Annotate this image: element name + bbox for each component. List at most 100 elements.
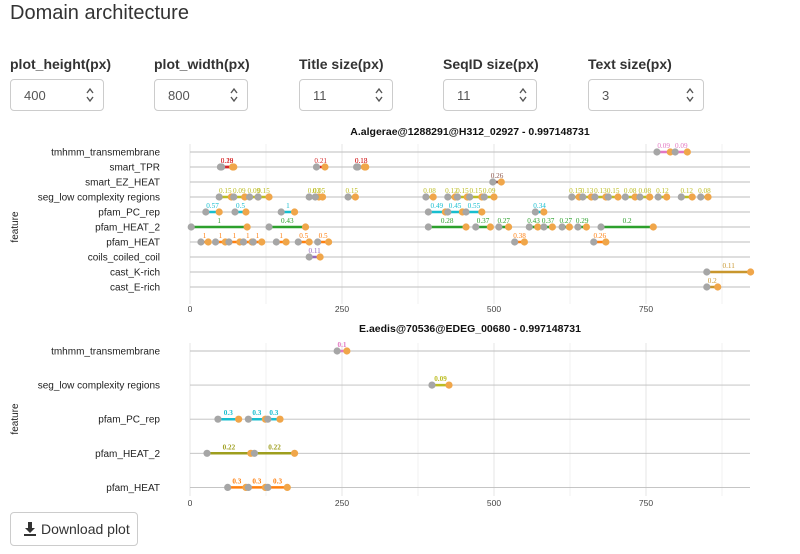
text-size-label: Text size(px) <box>588 56 672 72</box>
domain-start-point <box>453 193 462 201</box>
domain-score-label: 1 <box>219 232 223 240</box>
x-tick-label: 500 <box>487 304 501 314</box>
domain-start-point <box>214 415 222 423</box>
domain-start-point <box>203 449 211 457</box>
domain-score-label: 0.09 <box>248 187 261 195</box>
domain-start-point <box>202 208 210 216</box>
domain-end-point <box>714 283 722 291</box>
domain-score-label: 0.21 <box>314 157 327 165</box>
domain-score-label: 0.09 <box>233 187 246 195</box>
domain-end-point <box>548 223 556 231</box>
y-tick-label: pfam_PC_rep <box>98 208 160 219</box>
domain-score-label: 0.08 <box>423 187 436 195</box>
title-size-value: 11 <box>313 88 327 103</box>
domain-end-point <box>282 238 290 246</box>
domain-end-point <box>462 223 470 231</box>
domain-score-label: 0.5 <box>299 232 308 240</box>
domain-start-point <box>568 193 576 201</box>
spinner-arrows-icon[interactable] <box>518 85 528 105</box>
domain-start-point <box>305 193 313 201</box>
domain-start-point <box>344 193 352 201</box>
domain-end-point <box>258 238 266 246</box>
domain-end-point <box>360 163 369 171</box>
domain-score-label: 0.1 <box>338 341 347 349</box>
seqid-size-input[interactable]: 11 <box>443 79 537 111</box>
x-tick-label: 250 <box>335 498 349 508</box>
plot-height-control: plot_height(px) 400 <box>10 56 111 111</box>
domain-score-label: 0.43 <box>527 217 540 225</box>
plot-width-value: 800 <box>168 88 190 103</box>
domain-score-label: 1 <box>233 232 237 240</box>
domain-start-point <box>489 178 497 186</box>
domain-score-label: 0.03 <box>308 187 321 195</box>
domain-start-point <box>277 208 285 216</box>
spinner-arrows-icon[interactable] <box>229 85 239 105</box>
domain-start-point <box>264 415 272 423</box>
plot-width-label: plot_width(px) <box>154 56 250 72</box>
domain-score-label: 0.15 <box>569 187 582 195</box>
domain-start-point <box>621 193 629 201</box>
domain-score-label: 0.37 <box>542 217 555 225</box>
title-size-input[interactable]: 11 <box>299 79 393 111</box>
domain-end-point <box>290 449 299 457</box>
chart-panel-1: A.algerae@1288291@H312_02927 - 0.9971487… <box>10 126 755 314</box>
plot-height-value: 400 <box>24 88 46 103</box>
seqid-size-control: SeqID size(px) 11 <box>443 56 539 111</box>
domain-end-point <box>478 208 486 216</box>
download-plot-button[interactable]: Download plot <box>10 512 138 546</box>
seqid-size-label: SeqID size(px) <box>443 56 539 72</box>
domain-start-point <box>250 449 259 457</box>
x-tick-label: 0 <box>188 304 193 314</box>
domain-start-point <box>511 238 519 246</box>
domain-score-label: 0.5 <box>236 202 245 210</box>
domain-start-point <box>272 238 280 246</box>
domain-start-point <box>590 238 598 246</box>
domain-end-point <box>646 193 654 201</box>
domain-score-label: 0.27 <box>559 217 572 225</box>
domain-score-label: 0.22 <box>268 443 281 451</box>
domain-start-point <box>225 238 233 246</box>
domain-end-point <box>663 193 671 201</box>
domain-start-point <box>422 193 430 201</box>
domain-end-point <box>235 415 243 423</box>
domain-start-point <box>218 163 226 171</box>
domain-score-label: 0.13 <box>594 187 607 195</box>
domain-end-point <box>565 223 573 231</box>
domain-end-point <box>486 223 494 231</box>
domain-start-point <box>215 193 223 201</box>
domain-end-point <box>520 238 529 246</box>
domain-start-point <box>480 193 488 201</box>
domain-score-label: 0.12 <box>656 187 669 195</box>
domain-end-point <box>704 193 712 201</box>
domain-score-label: 1 <box>203 232 207 240</box>
domain-end-point <box>614 193 622 201</box>
domain-start-point <box>428 381 436 389</box>
domain-score-label: 0.2 <box>623 217 632 225</box>
spinner-arrows-icon[interactable] <box>374 85 384 105</box>
y-tick-label: cast_E-rich <box>110 283 160 294</box>
domain-score-label: 0.22 <box>223 443 236 451</box>
domain-start-point <box>472 223 480 231</box>
domain-start-point <box>574 223 582 231</box>
domain-score-label: 0.09 <box>657 142 670 150</box>
spinner-arrows-icon[interactable] <box>85 85 95 105</box>
domain-score-label: 0.28 <box>441 217 454 225</box>
domain-start-point <box>211 238 220 246</box>
domain-start-point <box>230 193 238 201</box>
domain-score-label: 1 <box>217 217 221 225</box>
domain-start-point <box>671 148 679 156</box>
plot-width-input[interactable]: 800 <box>154 79 248 111</box>
domain-start-point <box>187 223 195 231</box>
domain-score-label: 0.28 <box>221 157 234 165</box>
text-size-input[interactable]: 3 <box>588 79 704 111</box>
domain-score-label: 0.49 <box>431 202 444 210</box>
domain-start-point <box>244 483 252 491</box>
chart-title: A.algerae@1288291@H312_02927 - 0.9971487… <box>350 126 590 138</box>
spinner-arrows-icon[interactable] <box>685 85 695 105</box>
domain-start-point <box>579 193 587 201</box>
domain-score-label: 0.13 <box>355 157 368 165</box>
domain-end-point <box>318 193 327 201</box>
domain-score-label: 0.08 <box>698 187 711 195</box>
plot-height-input[interactable]: 400 <box>10 79 104 111</box>
x-tick-label: 750 <box>639 498 653 508</box>
